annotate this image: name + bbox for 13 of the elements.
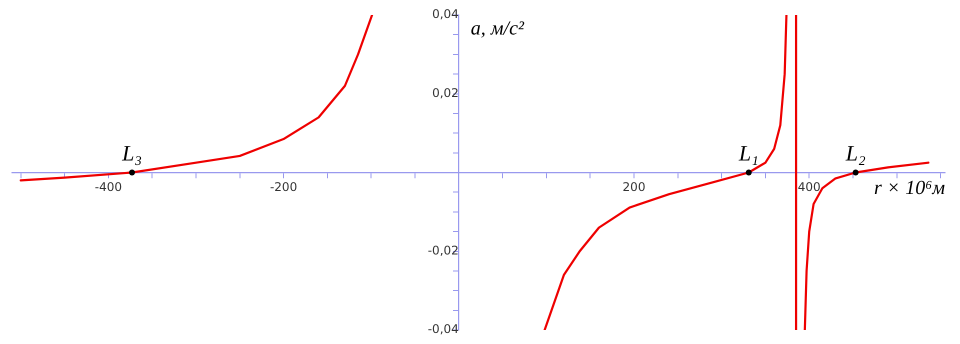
x-tick-label: 200 bbox=[622, 180, 646, 194]
y-tick-label: 0,02 bbox=[432, 86, 459, 100]
annotation: L₃ bbox=[121, 140, 142, 166]
y-tick-label: -0,04 bbox=[428, 322, 459, 336]
y-tick-label: 0,04 bbox=[432, 7, 459, 22]
x-tick-label: -200 bbox=[270, 180, 298, 194]
annotation: L₁ bbox=[738, 140, 759, 166]
annotation: L₂ bbox=[844, 140, 866, 166]
y-axis-title: a, м/с² bbox=[470, 17, 525, 40]
y-tick-label: -0,02 bbox=[428, 243, 459, 258]
x-axis-title: r × 10⁶м bbox=[874, 176, 946, 199]
x-tick-label: -400 bbox=[94, 180, 122, 194]
x-tick-label: 400 bbox=[798, 180, 821, 194]
